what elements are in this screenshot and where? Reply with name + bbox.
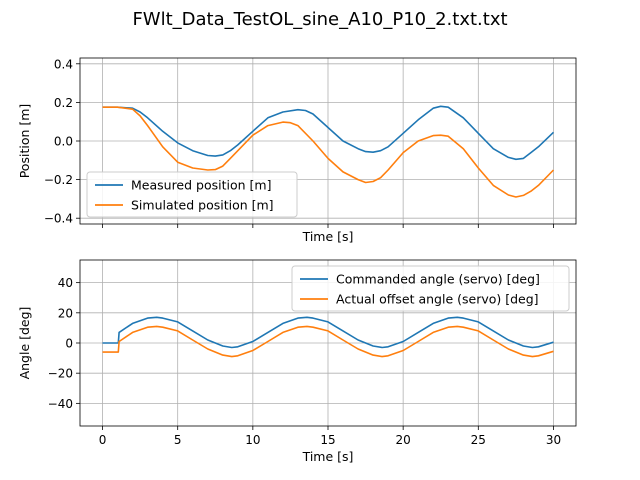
position-y-tick-label: 0.4 bbox=[54, 57, 73, 71]
position-plot: −0.4−0.20.00.20.4 Time [s] Position [m] … bbox=[17, 57, 577, 244]
angle-legend-box bbox=[291, 265, 570, 312]
position-ticks: −0.4 −0.2 0.0 0.2 0.4 bbox=[44, 57, 554, 228]
angle-x-tick-label: 20 bbox=[396, 433, 411, 447]
angle-legend-label: Commanded angle (servo) [deg] bbox=[336, 272, 540, 287]
position-series-2-line bbox=[102, 106, 555, 198]
angle-ticks: 0 5 10 15 20 25 30 −40 −20 0 20 40 bbox=[48, 276, 561, 447]
angle-y-tick-label: 0 bbox=[65, 337, 73, 351]
angle-x-tick-label: 15 bbox=[320, 433, 335, 447]
angle-grid bbox=[80, 260, 576, 426]
angle-plot: 0 5 10 15 20 25 30 −40 −20 0 20 40 Time [s] Angle [… bbox=[17, 259, 577, 464]
position-legend: Measured position [m] Simulated position … bbox=[86, 171, 298, 218]
position-series bbox=[102, 105, 555, 198]
angle-y-tick-label: −40 bbox=[48, 397, 73, 411]
position-y-tick-label: 0.0 bbox=[54, 135, 73, 149]
angle-legend: Commanded angle (servo) [deg] Actual offs… bbox=[291, 265, 570, 312]
angle-y-tick-label: 40 bbox=[58, 276, 73, 290]
angle-series bbox=[102, 316, 554, 358]
angle-x-tick-label: 30 bbox=[546, 433, 561, 447]
position-legend-label: Measured position [m] bbox=[131, 178, 271, 193]
figure-title: FWlt_Data_TestOL_sine_A10_P10_2.txt.txt bbox=[132, 9, 507, 30]
position-x-axis-label: Time [s] bbox=[302, 229, 354, 244]
position-y-tick-label: −0.2 bbox=[44, 173, 73, 187]
angle-y-tick-label: 20 bbox=[58, 306, 73, 320]
position-legend-label: Simulated position [m] bbox=[131, 198, 274, 213]
angle-x-tick-label: 25 bbox=[471, 433, 486, 447]
position-series-1-line bbox=[102, 105, 555, 161]
angle-x-tick-label: 10 bbox=[245, 433, 260, 447]
angle-series-1-line bbox=[102, 316, 554, 349]
angle-x-tick-label: 5 bbox=[174, 433, 182, 447]
position-y-tick-label: −0.4 bbox=[44, 212, 73, 226]
position-y-tick-label: 0.2 bbox=[54, 96, 73, 110]
position-y-axis-label: Position [m] bbox=[17, 104, 32, 179]
position-legend-box bbox=[86, 171, 298, 218]
angle-x-axis-label: Time [s] bbox=[302, 449, 354, 464]
angle-x-tick-label: 0 bbox=[99, 433, 107, 447]
angle-series-2-line bbox=[102, 325, 554, 358]
angle-y-axis-label: Angle [deg] bbox=[17, 307, 32, 380]
angle-legend-label: Actual offset angle (servo) [deg] bbox=[336, 292, 539, 307]
angle-y-tick-label: −20 bbox=[48, 367, 73, 381]
